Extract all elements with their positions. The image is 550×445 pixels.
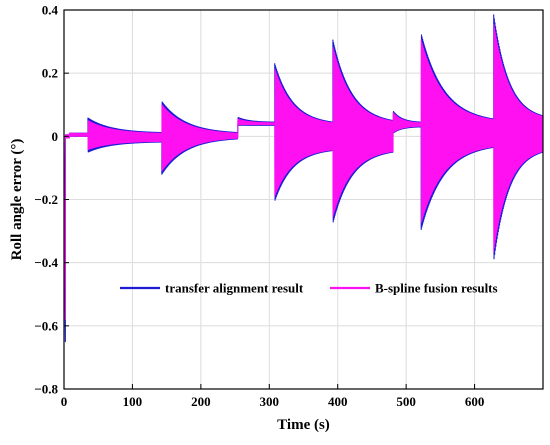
series-layer — [63, 14, 544, 343]
x-tick-label: 500 — [396, 394, 416, 409]
x-tick-label: 200 — [191, 394, 211, 409]
x-tick-label: 0 — [61, 394, 68, 409]
y-tick-label: 0 — [52, 129, 59, 144]
y-axis-title: Roll angle error (°) — [9, 139, 25, 261]
legend-item: B-spline fusion results — [330, 281, 498, 296]
x-tick-label: 400 — [328, 394, 348, 409]
legend-label: transfer alignment result — [165, 281, 304, 296]
tick-labels: 0 100 200 300 400 500 600 −0.8 −0.6 −0.4 −0.2 0 0.2 0… — [34, 3, 484, 410]
series-b-spline-fusion — [63, 24, 544, 320]
legend-item: transfer alignment result — [120, 281, 304, 296]
legend-label: B-spline fusion results — [375, 281, 498, 296]
y-tick-label: −0.6 — [34, 318, 58, 333]
y-tick-label: 0.2 — [42, 66, 58, 81]
series-line — [63, 24, 544, 320]
x-axis-title: Time (s) — [277, 417, 330, 433]
axes — [63, 9, 544, 390]
y-tick-label: −0.8 — [34, 382, 58, 397]
series-line — [63, 14, 544, 343]
y-tick-label: −0.4 — [34, 255, 58, 270]
y-tick-label: 0.4 — [42, 3, 59, 18]
x-tick-label: 300 — [260, 394, 280, 409]
x-tick-label: 600 — [465, 394, 485, 409]
legend: transfer alignment result B-spline fusion… — [120, 281, 498, 296]
series-transfer-alignment — [63, 14, 544, 343]
y-tick-label: −0.2 — [34, 192, 58, 207]
x-tick-label: 100 — [123, 394, 143, 409]
